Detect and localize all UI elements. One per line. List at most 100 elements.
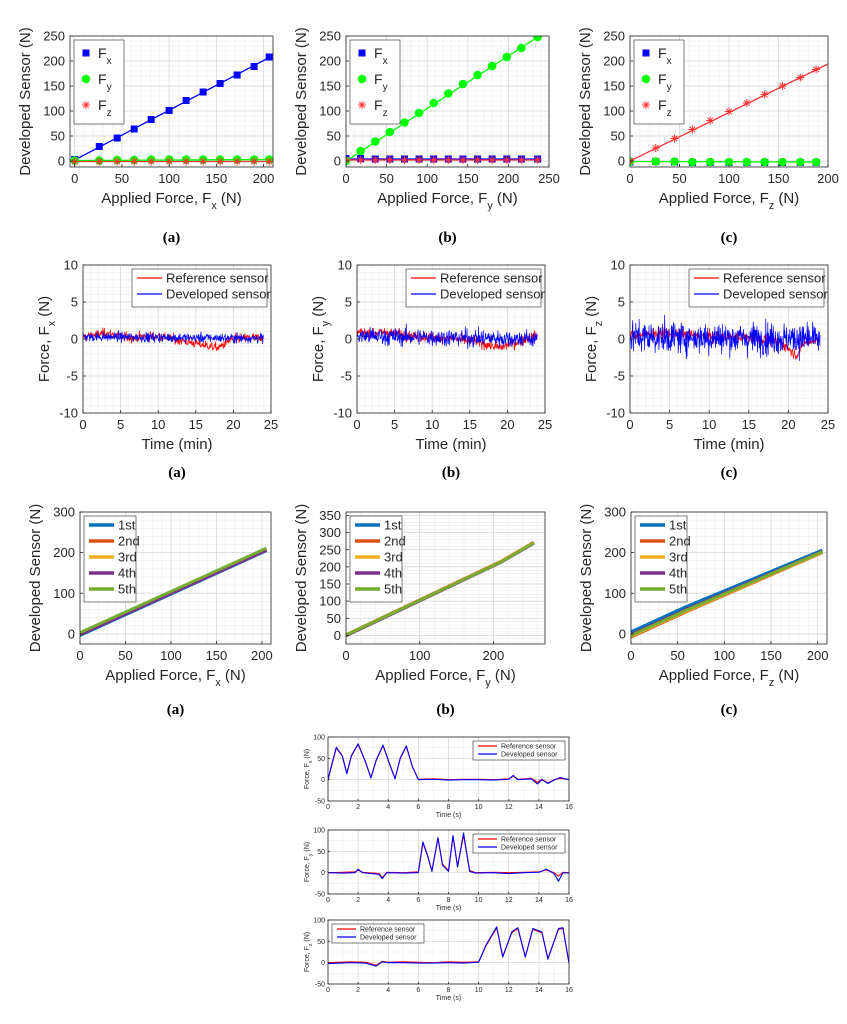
y-tick-label: 10 [611, 258, 625, 273]
data-point [356, 146, 365, 156]
y-tick-label: -50 [315, 798, 325, 805]
data-point [147, 116, 155, 123]
x-tick-label: 100 [409, 648, 431, 663]
data-point [688, 157, 697, 167]
legend-label: Fx [98, 45, 112, 67]
data-point [795, 157, 805, 167]
series-line [328, 926, 569, 967]
data-point [371, 156, 380, 164]
x-tick-label: 10 [425, 417, 439, 432]
y-tick-label: 150 [319, 577, 341, 592]
x-tick-label: 0 [326, 804, 330, 811]
data-point [533, 156, 542, 164]
panel-caption: (c) [721, 702, 738, 718]
series-line [631, 550, 823, 637]
y-axis-label: Force, Fz (N) [583, 296, 605, 382]
data-point [502, 156, 511, 164]
x-tick-label: 15 [189, 417, 203, 432]
y-tick-label: 100 [319, 594, 341, 609]
legend-box [688, 268, 825, 308]
y-tick-label: 50 [317, 939, 325, 946]
legend-label: 3rd [669, 550, 688, 565]
legend-label: 1st [384, 518, 402, 533]
y-tick-label: 150 [319, 79, 341, 94]
data-point [113, 134, 121, 142]
x-tick-label: 150 [760, 648, 782, 663]
data-point [385, 127, 395, 137]
x-tick-label: 16 [565, 897, 573, 904]
data-point [70, 157, 79, 166]
x-axis-label: Applied Force, Fz (N) [659, 667, 799, 689]
legend-label: 5th [384, 582, 402, 597]
data-layer [83, 327, 264, 352]
x-tick-label: 0 [342, 171, 349, 186]
series-line [357, 323, 538, 350]
x-tick-label: 200 [817, 171, 839, 186]
data-point [705, 157, 715, 167]
y-tick-label: -10 [606, 406, 625, 421]
data-point [414, 108, 424, 118]
data-point [147, 157, 156, 166]
legend-label: Reference sensor [501, 836, 557, 843]
data-point [458, 156, 467, 164]
y-tick-label: 0 [68, 626, 75, 641]
x-tick-label: 5 [391, 417, 398, 432]
y-axis-label: Developed Sensor (N) [577, 27, 594, 175]
panel-caption: (a) [163, 230, 181, 246]
x-tick-label: 8 [447, 804, 451, 811]
x-axis-label: Time (min) [141, 436, 212, 453]
data-point [199, 88, 207, 96]
y-tick-label: 200 [603, 54, 625, 69]
x-tick-label: 12 [505, 804, 513, 811]
x-tick-label: 5 [117, 417, 124, 432]
x-tick-label: 200 [807, 648, 829, 663]
y-tick-label: 5 [345, 295, 352, 310]
x-axis-label: Time (min) [415, 436, 486, 453]
y-tick-label: -10 [59, 406, 78, 421]
y-tick-label: 150 [603, 79, 625, 94]
data-point [182, 97, 190, 104]
data-point [458, 79, 468, 89]
y-tick-label: -5 [613, 369, 625, 384]
y-tick-label: 350 [319, 508, 341, 523]
x-tick-label: 50 [670, 648, 684, 663]
legend: Fx Fy Fz [349, 39, 401, 125]
y-tick-label: 150 [43, 79, 65, 94]
chart-panel-row1-b: 0 50 100 150 200 250 0 50 100 150 200 250 Applied Fo… [293, 27, 560, 212]
data-point [250, 63, 258, 70]
data-layer [328, 926, 569, 967]
data-point [95, 157, 104, 166]
data-point [670, 157, 679, 166]
x-tick-label: 12 [505, 987, 513, 994]
y-tick-label: 50 [317, 849, 325, 856]
x-tick-label: 15 [742, 417, 756, 432]
data-layer [630, 63, 828, 167]
data-layer [328, 743, 569, 785]
y-tick-label: 0 [58, 154, 65, 169]
y-tick-label: 100 [603, 104, 625, 119]
data-point [265, 157, 273, 166]
y-tick-label: -5 [66, 369, 78, 384]
panel-caption: (c) [721, 465, 738, 481]
data-point [429, 156, 438, 164]
x-tick-label: 5 [666, 417, 673, 432]
data-point [130, 125, 138, 133]
data-point [517, 156, 526, 164]
legend-marker [642, 49, 650, 57]
y-tick-label: 300 [319, 525, 341, 540]
series-line [631, 548, 823, 634]
series-line [80, 548, 268, 637]
data-point [444, 89, 453, 98]
x-tick-label: 16 [565, 987, 573, 994]
x-tick-label: 4 [386, 804, 390, 811]
legend-label: 1st [669, 518, 687, 533]
legend-marker [357, 74, 367, 84]
data-layer [80, 546, 268, 637]
y-tick-label: -10 [333, 406, 352, 421]
data-point [778, 157, 787, 167]
